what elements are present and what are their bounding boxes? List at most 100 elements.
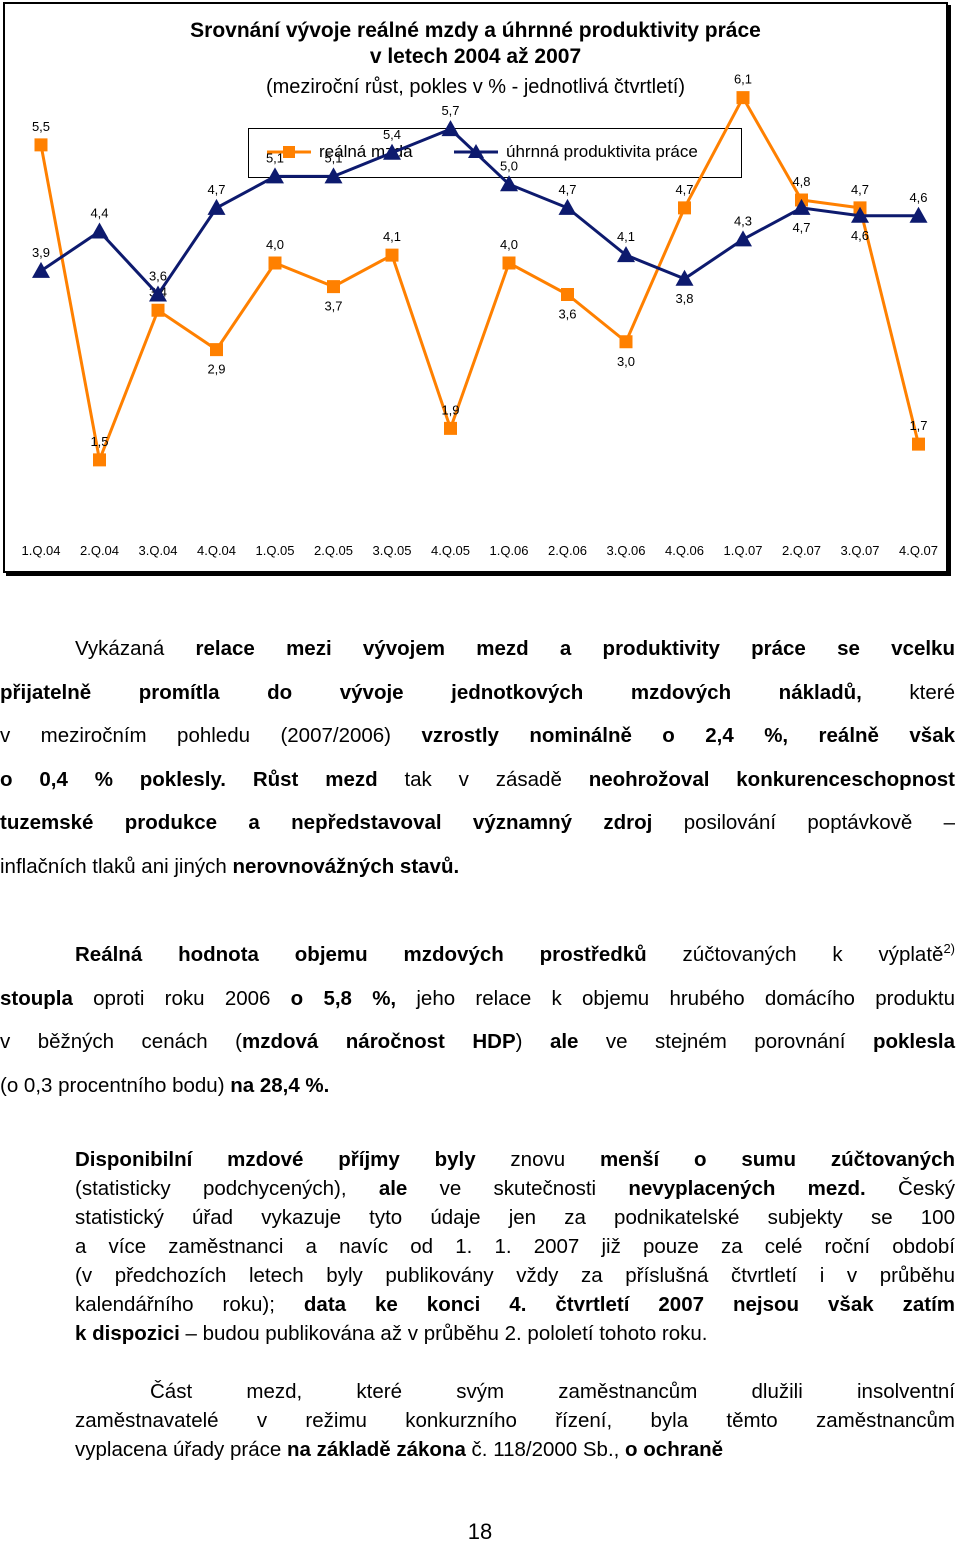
wage-point [151, 303, 165, 317]
text-line: stoupla oproti roku 2006 o 5,8 %, jeho r… [0, 986, 955, 1010]
x-tick-label: 3.Q.05 [372, 543, 411, 558]
wage-data-label: 4,0 [500, 237, 518, 252]
wage-data-label: 3,7 [324, 299, 342, 314]
x-tick-label: 2.Q.06 [548, 543, 587, 558]
wage-point [210, 343, 223, 357]
x-tick-label: 3.Q.04 [138, 543, 177, 558]
wage-point [34, 138, 48, 152]
wage-data-label: 4,7 [675, 182, 693, 197]
text-line: kalendářního roku); data ke konci 4. čtv… [75, 1293, 955, 1316]
productivity-data-label: 3,8 [675, 291, 693, 306]
x-tick-label: 3.Q.06 [606, 543, 645, 558]
text-line: statistický úřad vykazuje tyto údaje jen… [75, 1206, 955, 1229]
wage-point [385, 248, 399, 262]
productivity-point [909, 206, 928, 223]
wage-point [561, 288, 574, 301]
wage-point [736, 91, 750, 105]
productivity-point [441, 120, 460, 137]
productivity-point [90, 222, 109, 239]
wage-point [444, 421, 457, 435]
productivity-data-label: 4,6 [851, 228, 869, 243]
productivity-data-label: 4,7 [558, 182, 576, 197]
wage-data-label: 4,0 [266, 237, 284, 252]
wage-data-label: 1,7 [909, 418, 927, 433]
productivity-point [383, 143, 401, 160]
productivity-data-label: 4,1 [617, 229, 635, 244]
x-tick-label: 3.Q.07 [840, 543, 879, 558]
productivity-point [500, 175, 518, 192]
productivity-data-label: 5,0 [500, 158, 518, 173]
text-line: (v předchozích letech byly publikovány v… [75, 1264, 955, 1287]
wage-point [93, 453, 106, 467]
wage-data-label: 3,6 [558, 307, 576, 322]
x-tick-label: 2.Q.07 [782, 543, 821, 558]
chart-subtitle: (meziroční růst, pokles v % - jednotlivá… [265, 76, 685, 98]
text-line: v běžných cenách (mzdová náročnost HDP) … [0, 1030, 955, 1054]
text-line: (o 0,3 procentního bodu) na 28,4 %. [0, 1073, 330, 1097]
productivity-point [734, 230, 752, 247]
x-tick-label: 2.Q.05 [314, 543, 353, 558]
x-tick-label: 1.Q.05 [255, 543, 294, 558]
text-line: Část mezd, které svým zaměstnancům dluži… [150, 1380, 955, 1403]
productivity-data-label: 3,6 [149, 269, 167, 284]
x-tick-label: 4.Q.04 [197, 543, 236, 558]
wage-data-label: 4,1 [383, 229, 401, 244]
productivity-data-label: 3,9 [32, 245, 50, 260]
productivity-line [40, 127, 919, 297]
x-tick-label: 4.Q.06 [665, 543, 704, 558]
legend-wage-marker [267, 146, 311, 158]
wage-point [619, 335, 633, 349]
productivity-point [851, 206, 869, 223]
productivity-point [617, 246, 635, 263]
productivity-point [149, 285, 167, 302]
productivity-data-label: 5,1 [324, 150, 342, 165]
productivity-data-label: 4,7 [207, 182, 225, 197]
productivity-data-label: 4,3 [734, 213, 752, 228]
text-line: inflačních tlaků ani jiných nerovnovážný… [0, 854, 460, 878]
paragraph-3: Disponibilní mzdové příjmy byly znovu me… [75, 1145, 955, 1348]
x-tick-label: 1.Q.06 [489, 543, 528, 558]
text-line: Disponibilní mzdové příjmy byly znovu me… [75, 1148, 956, 1171]
wage-data-label: 4,7 [851, 182, 869, 197]
page-number: 18 [467, 1519, 493, 1544]
x-tick-label: 2.Q.04 [80, 543, 119, 558]
text-line: (statisticky podchycených), ale ve skute… [75, 1177, 955, 1200]
wage-point [327, 280, 340, 294]
productivity-point [266, 167, 284, 184]
wage-point [502, 256, 516, 270]
wage-data-label: 2,9 [207, 362, 225, 377]
text-line: přijatelně promítla do vývoje jednotkový… [0, 680, 955, 704]
productivity-data-label: 4,6 [909, 190, 927, 205]
x-tick-label: 1.Q.07 [723, 543, 762, 558]
wage-line [39, 94, 920, 466]
productivity-point [792, 198, 811, 215]
paragraph-1: Vykázaná relace mezi vývojem mezd a prod… [0, 627, 955, 889]
text-line: a více zaměstnanci a navíc od 1. 1. 2007… [75, 1235, 955, 1258]
wage-data-label: 1,5 [90, 434, 108, 449]
text-line: tuzemské produkce a nepředstavoval význa… [0, 811, 955, 835]
text-line: vyplacena úřady práce na základě zákona … [75, 1438, 724, 1461]
text-line: o 0,4 % poklesly. Růst mezd tak v zásadě… [0, 767, 955, 791]
wage-data-label: 6,1 [734, 72, 752, 87]
x-tick-label: 1.Q.04 [21, 543, 60, 558]
productivity-data-label: 5,1 [266, 150, 284, 165]
text-line: v meziročním pohledu (2007/2006) vzrostl… [0, 724, 955, 748]
wage-point [678, 201, 691, 215]
wage-data-label: 1,9 [441, 402, 459, 417]
chart-title: Srovnání vývoje reálné mzdy a úhrnné pro… [5, 18, 946, 70]
chart-frame: Srovnání vývoje reálné mzdy a úhrnné pro… [3, 2, 948, 573]
productivity-data-label: 4,7 [792, 220, 810, 235]
productivity-point [324, 167, 343, 184]
productivity-point [558, 198, 577, 215]
chart-title-line2: v letech 2004 až 2007 [369, 45, 582, 68]
x-tick-label: 4.Q.05 [431, 543, 470, 558]
paragraph-4: Část mezd, které svým zaměstnancům dluži… [75, 1377, 955, 1464]
text-line: zaměstnavatelé v režimu konkurzního říze… [75, 1409, 955, 1432]
paragraph-2: Reálná hodnota objemu mzdových prostředk… [0, 933, 955, 1107]
x-tick-label: 4.Q.07 [899, 543, 938, 558]
wage-point [268, 256, 282, 270]
chart-plot: 1.Q.04 2.Q.04 3.Q.04 4.Q.04 1.Q.05 2.Q.05 3.Q.… [21, 72, 938, 558]
productivity-point [675, 269, 694, 286]
wage-data-label: 4,8 [792, 174, 810, 189]
text-line: Vykázaná relace mezi vývojem mezd a prod… [75, 637, 955, 660]
